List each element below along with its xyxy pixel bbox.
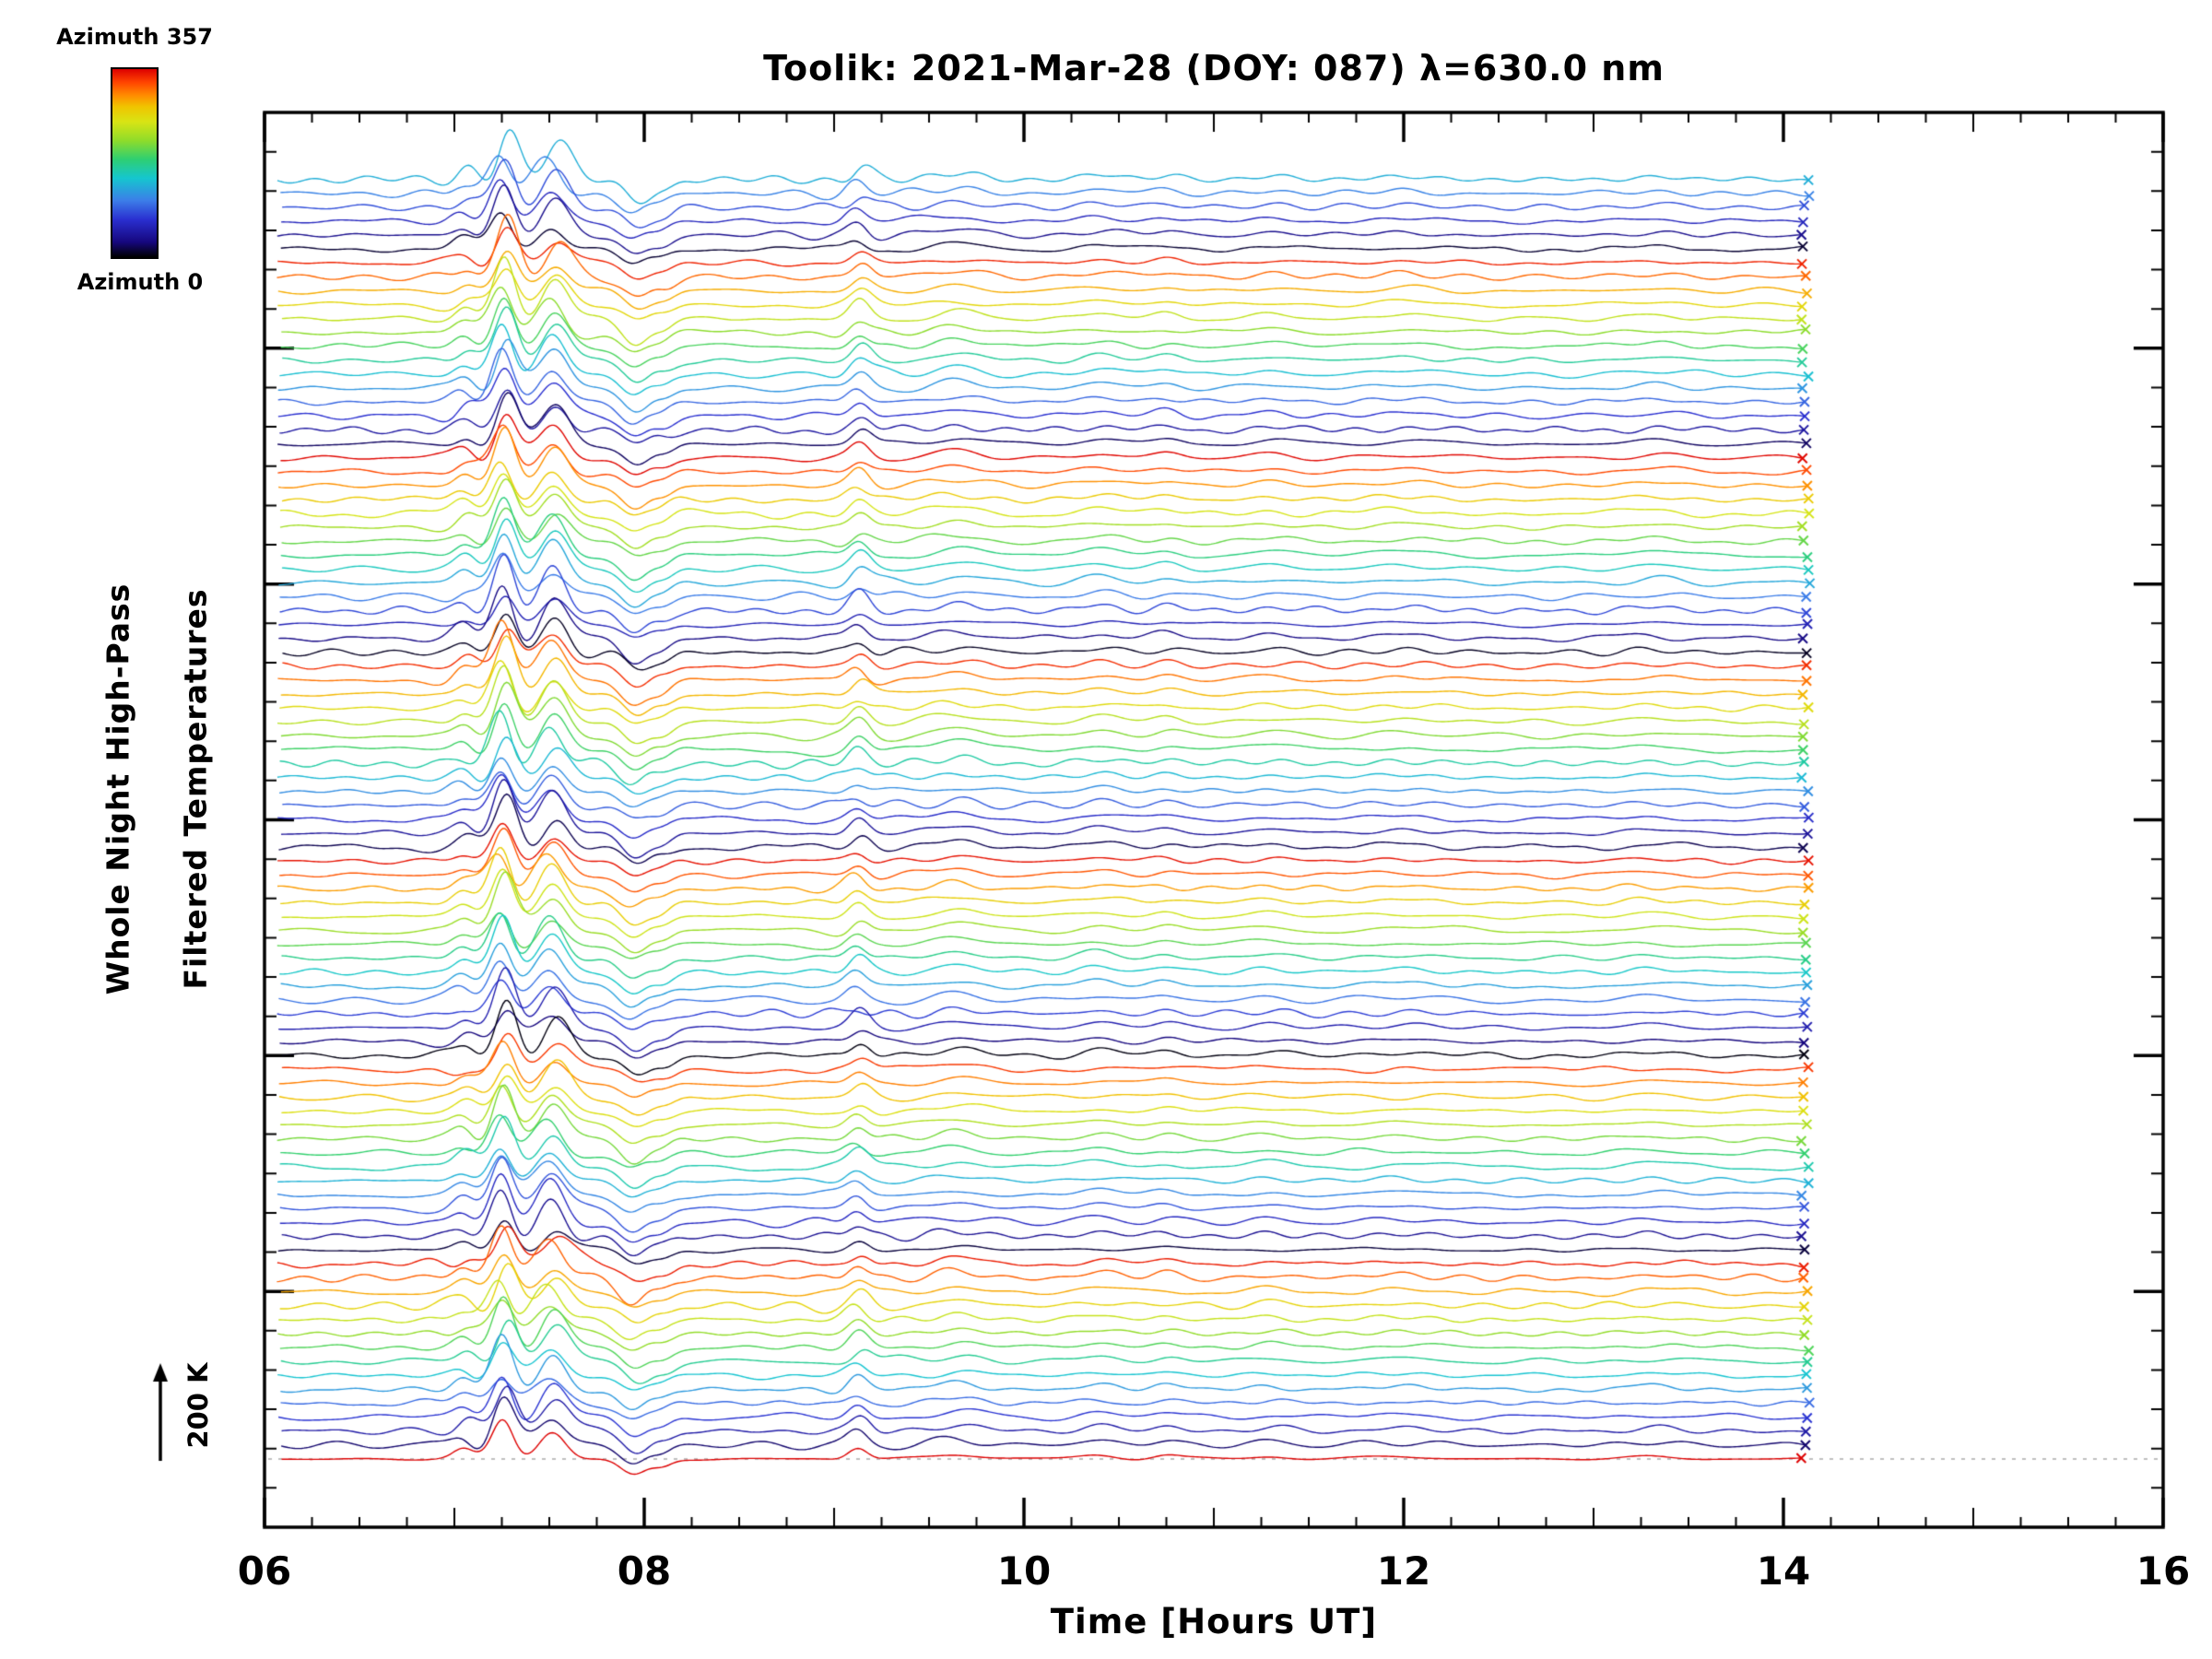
colorbar-top-label: Azimuth 357	[56, 24, 213, 50]
scale-bar-label: 200 K	[182, 1362, 214, 1449]
x-tick-label: 08	[617, 1548, 672, 1594]
x-tick-label: 14	[1756, 1548, 1811, 1594]
y-axis-label-line2: Filtered Temperatures	[177, 588, 214, 990]
x-tick-label: 06	[237, 1548, 292, 1594]
azimuth-colorbar	[111, 67, 159, 259]
x-tick-label: 10	[996, 1548, 1052, 1594]
y-axis-label-line1: Whole Night High-Pass	[100, 582, 136, 995]
x-axis-label: Time [Hours UT]	[1050, 1602, 1378, 1641]
x-tick-label: 16	[2136, 1548, 2191, 1594]
plot-title: Toolik: 2021-Mar-28 (DOY: 087) λ=630.0 n…	[763, 48, 1665, 88]
colorbar-bottom-label: Azimuth 0	[76, 269, 204, 295]
x-tick-label: 12	[1376, 1548, 1431, 1594]
